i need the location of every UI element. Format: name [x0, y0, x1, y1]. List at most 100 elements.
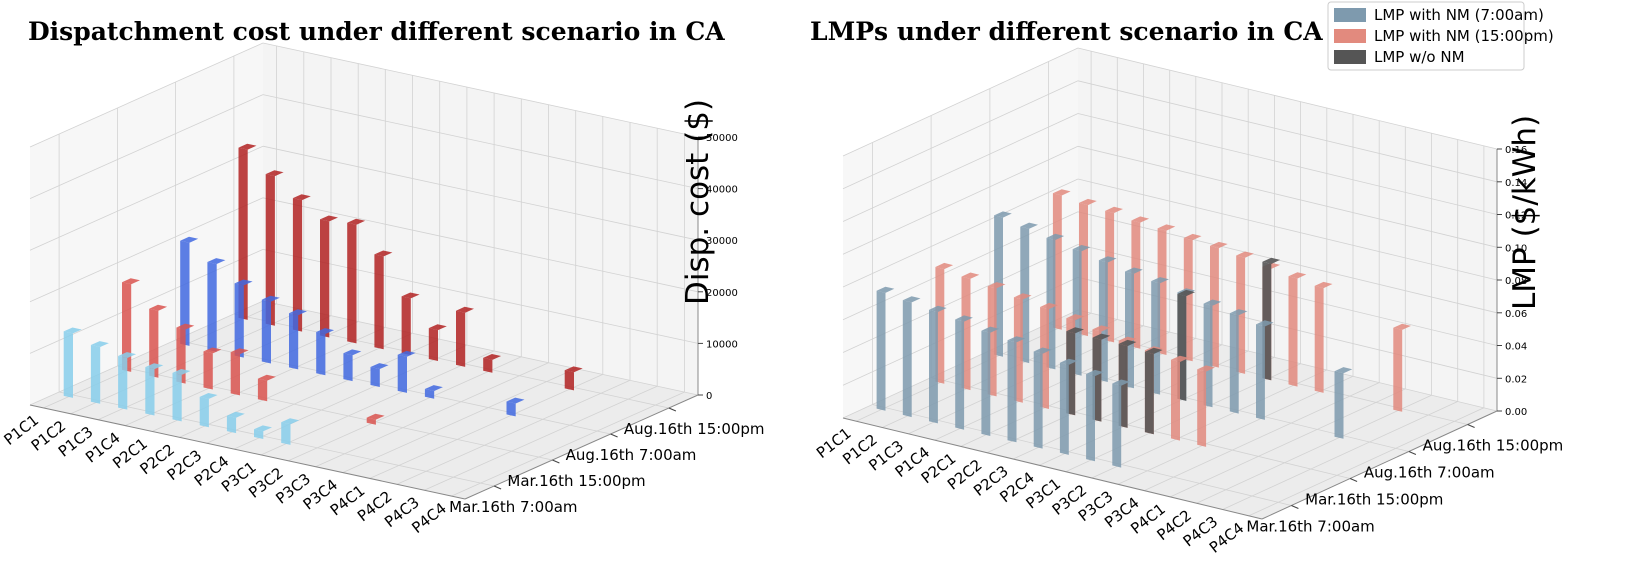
x-axis-line	[29, 404, 466, 500]
bar-top	[90, 341, 109, 347]
bar	[320, 215, 338, 338]
bar-top	[1256, 320, 1274, 327]
bar-top	[424, 385, 443, 391]
bar-front	[289, 313, 299, 370]
lmp-chart: LMPs under different scenario in CA P1C1…	[810, 1, 1563, 557]
gridline	[1222, 401, 1458, 510]
bar	[261, 295, 280, 364]
bar	[90, 341, 109, 404]
bar-top	[292, 194, 311, 201]
bar	[145, 363, 164, 416]
bar	[1007, 336, 1026, 443]
bar-top	[122, 278, 140, 285]
bar-top	[320, 215, 338, 222]
bar-overlay	[1144, 347, 1163, 435]
bar	[1086, 369, 1104, 462]
bar-front	[230, 352, 240, 396]
bar-top	[374, 250, 393, 257]
bar	[289, 309, 307, 370]
z-tick-label: 0.16	[1505, 145, 1527, 156]
bar	[1334, 367, 1353, 439]
y-tick-label: Mar.16th 15:00pm	[507, 472, 645, 490]
bar-top	[564, 366, 583, 373]
bar-top	[370, 363, 389, 369]
bar-top	[1125, 267, 1143, 274]
bar-top	[1013, 293, 1032, 300]
gridline	[842, 178, 1079, 288]
bar-top	[1118, 339, 1137, 347]
gridline	[262, 249, 699, 344]
bar-top	[261, 295, 280, 302]
bar-top	[172, 369, 191, 375]
bar	[347, 218, 366, 344]
bars-group	[63, 143, 583, 445]
gridline	[29, 42, 264, 148]
bar	[265, 170, 284, 326]
bar-front	[234, 283, 244, 358]
y-tick-label: Aug.16th 15:00pm	[624, 420, 765, 438]
legend-swatch	[1334, 50, 1366, 64]
z-tick-label: 10000	[706, 339, 738, 350]
bar-front	[149, 308, 159, 378]
bar-top	[199, 393, 218, 399]
legend-frame	[1327, 1, 1525, 71]
bar-front	[254, 429, 264, 439]
bar-front	[226, 415, 237, 434]
gridline	[288, 356, 522, 462]
bar-top	[238, 143, 257, 150]
bar-top	[1314, 281, 1333, 289]
y-tick-label: Aug.16th 7:00am	[1364, 464, 1495, 482]
floor-pane	[843, 310, 1497, 519]
bar-top	[1040, 302, 1058, 310]
gridline	[262, 94, 699, 189]
bar	[564, 366, 583, 391]
y-tick-mark	[493, 485, 502, 490]
bar-top	[180, 236, 199, 243]
bar-front	[1314, 285, 1324, 393]
bar	[876, 286, 895, 411]
bar-top	[1177, 289, 1196, 297]
bar-top	[1151, 277, 1169, 284]
bar-top	[981, 326, 1000, 333]
gridline	[179, 332, 413, 438]
y-tick-mark	[1467, 424, 1475, 428]
gridline	[1077, 276, 1498, 379]
y-tick-mark	[1349, 478, 1358, 482]
chart-title: LMPs under different scenario in CA	[810, 17, 1323, 46]
bar	[370, 363, 389, 387]
bar-top	[929, 305, 947, 312]
bar-top	[1288, 272, 1307, 279]
bar-top	[1046, 233, 1065, 240]
y-tick-mark	[610, 433, 618, 438]
bar	[1229, 309, 1248, 414]
bar-top	[1112, 379, 1130, 386]
gridline	[396, 379, 631, 485]
y-tick-mark	[668, 407, 677, 412]
gridline	[342, 368, 576, 473]
z-tick-label: 0.08	[1505, 276, 1527, 287]
gridline	[1077, 244, 1498, 346]
bar	[118, 352, 137, 410]
gridline	[29, 145, 264, 251]
gridline	[842, 80, 1079, 190]
bar-top	[987, 282, 1006, 289]
y-tick-labels: Mar.16th 7:00am Mar.16th 15:00pm Aug.16th …	[1246, 424, 1563, 536]
bar-top	[456, 306, 474, 313]
gridline	[260, 350, 495, 456]
bar-top	[1157, 224, 1176, 231]
bar-top	[994, 211, 1012, 218]
z-tick-label: 0.14	[1505, 178, 1527, 189]
bar-front	[366, 417, 376, 425]
bar	[955, 315, 973, 430]
z-axis-label: LMP ($/kWh)	[1507, 115, 1543, 310]
legend-swatch	[1334, 29, 1366, 43]
bar-top	[1262, 257, 1281, 264]
bar-front	[180, 240, 190, 346]
bar-top	[1203, 299, 1222, 306]
y-tick-label: Aug.16th 7:00am	[566, 446, 697, 464]
bar-front	[281, 422, 291, 445]
bar-front	[292, 198, 303, 332]
bar-front	[1197, 369, 1207, 447]
bar-front	[1059, 362, 1069, 455]
bar-top	[955, 315, 973, 322]
